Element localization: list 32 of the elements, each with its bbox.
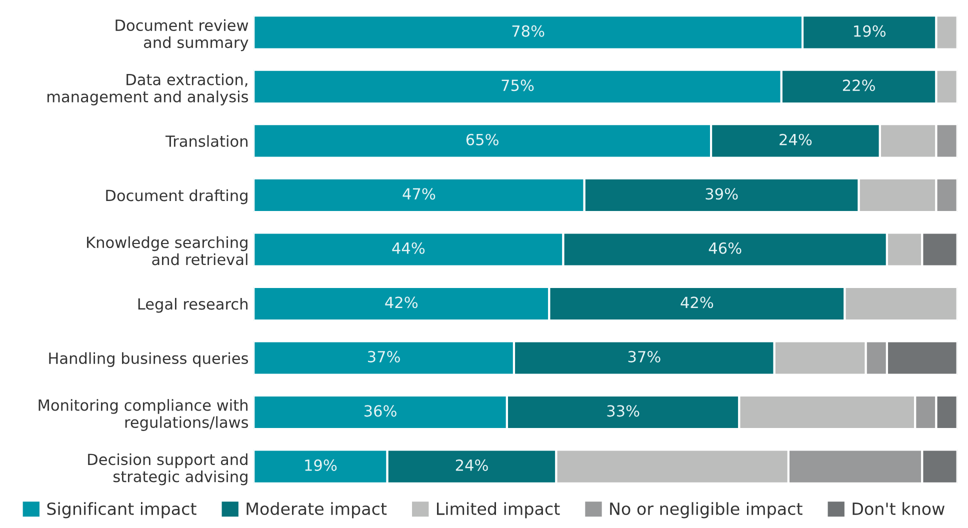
data-label: 37% [368, 350, 400, 362]
legend-label: Don't know [852, 502, 944, 516]
data-label: 42% [680, 296, 714, 308]
data-label: 22% [842, 80, 875, 92]
y-tick-label: Legal research [138, 298, 248, 313]
legend-label: Moderate impact [246, 502, 387, 518]
data-label: 44% [392, 242, 425, 254]
data-label: 47% [402, 188, 436, 200]
data-label: 75% [502, 80, 534, 92]
data-label: 33% [607, 405, 640, 417]
data-label: 78% [512, 25, 544, 37]
data-label: 65% [466, 134, 498, 146]
y-tick-label: Data extraction, management and analysis [47, 73, 248, 106]
data-label: 19% [305, 459, 337, 471]
y-tick-label: Decision support and strategic advising [88, 453, 248, 486]
y-tick-label: Monitoring compliance with regulations/laws [38, 399, 248, 431]
data-label: 36% [364, 405, 396, 417]
data-label: 24% [456, 459, 488, 471]
legend-label: Significant impact [47, 502, 196, 518]
legend-label: No or negligible impact [610, 502, 802, 518]
data-label: 19% [854, 25, 886, 37]
data-label: 42% [385, 296, 418, 308]
y-tick-label: Knowledge searching and retrieval [87, 236, 248, 266]
data-label: 37% [628, 350, 660, 362]
data-label: 46% [708, 242, 742, 254]
y-tick-label: Handling business queries [49, 352, 248, 367]
data-label: 24% [780, 134, 812, 146]
legend-label: Limited impact [436, 502, 560, 518]
y-tick-label: Document drafting [106, 189, 248, 204]
y-tick-label: Document review and summary [116, 19, 248, 52]
data-label: 39% [706, 188, 738, 200]
y-tick-label: Translation [165, 135, 248, 147]
